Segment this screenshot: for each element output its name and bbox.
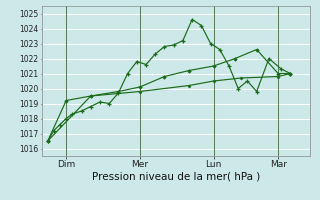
X-axis label: Pression niveau de la mer( hPa ): Pression niveau de la mer( hPa )	[92, 172, 260, 182]
